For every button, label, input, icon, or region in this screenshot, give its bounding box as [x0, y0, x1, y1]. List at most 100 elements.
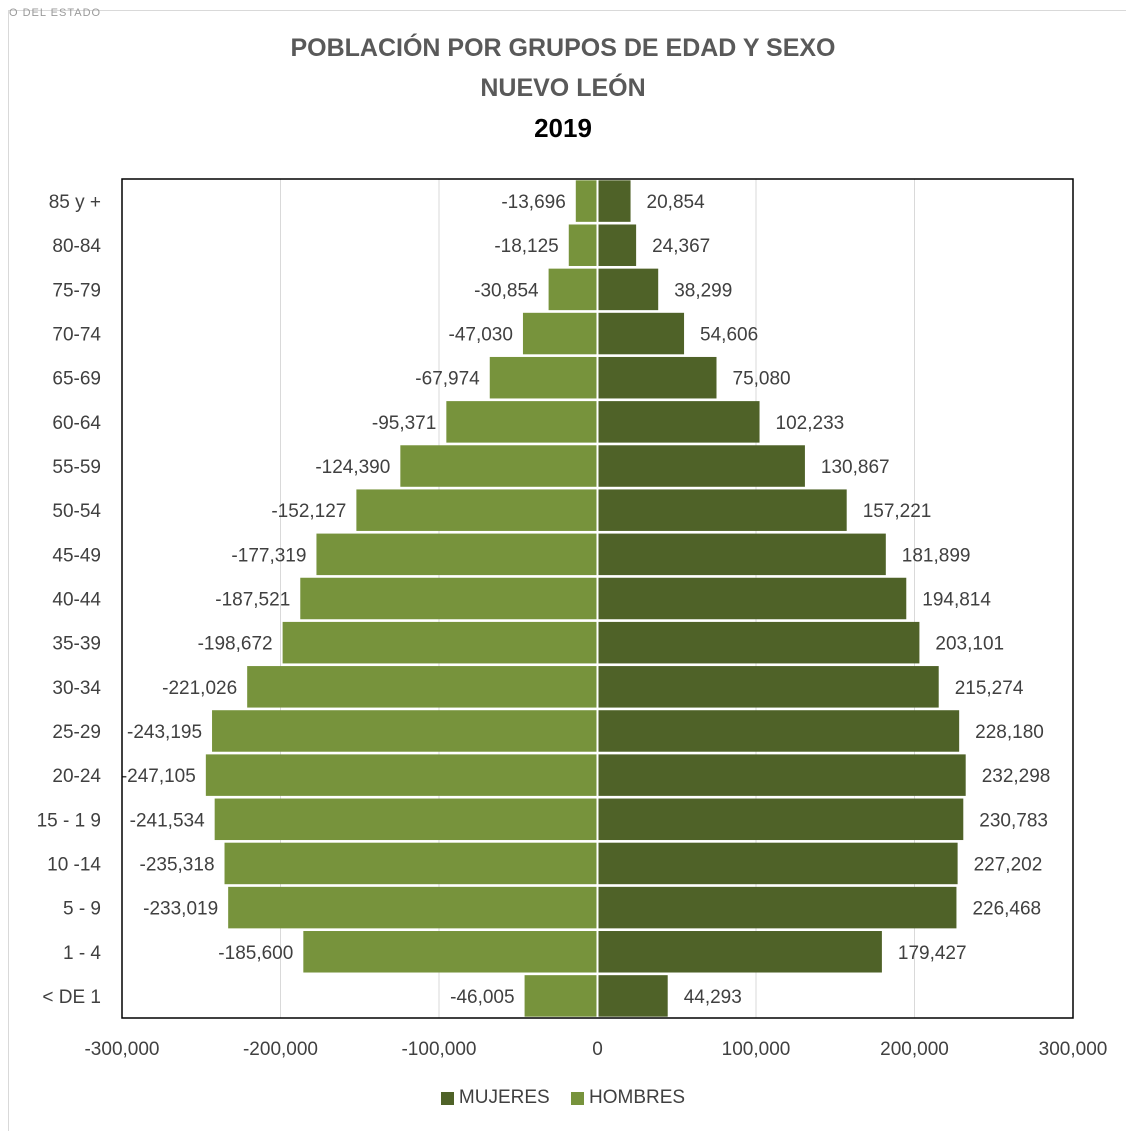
bar-hombres-11 — [247, 666, 598, 708]
category-label-18: < DE 1 — [42, 987, 101, 1008]
bar-mujeres-0 — [597, 180, 631, 222]
bar-mujeres-5 — [597, 401, 760, 443]
bar-mujeres-16 — [597, 886, 957, 929]
bar-hombres-8 — [316, 533, 598, 576]
bar-hombres-3 — [522, 312, 598, 355]
legend-item-mujeres: MUJERES — [440, 1087, 550, 1109]
x-tick-label-5: 200,000 — [880, 1039, 949, 1060]
bar-mujeres-15 — [597, 842, 958, 885]
label-mujeres-11: 215,274 — [955, 678, 1024, 699]
bar-mujeres-4 — [597, 356, 717, 399]
label-hombres-14: -241,534 — [130, 810, 205, 831]
label-hombres-9: -187,521 — [215, 590, 290, 611]
bar-hombres-18 — [524, 975, 598, 1017]
category-label-14: 15 - 1 9 — [37, 810, 101, 831]
label-hombres-4: -67,974 — [415, 369, 480, 390]
legend-swatch-hombres — [571, 1091, 584, 1105]
category-label-9: 40-44 — [52, 590, 101, 611]
bar-hombres-13 — [205, 754, 598, 796]
category-label-17: 1 - 4 — [63, 943, 101, 964]
label-hombres-18: -46,005 — [450, 987, 514, 1008]
label-mujeres-16: 226,468 — [972, 899, 1041, 920]
bar-mujeres-3 — [597, 312, 685, 355]
plot-border — [121, 178, 1074, 1019]
bar-mujeres-11 — [597, 666, 939, 708]
bar-hombres-4 — [489, 356, 598, 399]
label-hombres-5: -95,371 — [372, 413, 436, 434]
chart-year: 2019 — [534, 113, 592, 143]
legend: MUJERES HOMBRES — [0, 1087, 1126, 1111]
chart-frame: O DEL ESTADO — [8, 7, 1126, 1131]
label-mujeres-7: 157,221 — [863, 501, 932, 522]
label-hombres-6: -124,390 — [315, 457, 390, 478]
label-hombres-12: -243,195 — [127, 722, 202, 743]
bar-hombres-15 — [224, 842, 598, 885]
category-label-13: 20-24 — [52, 766, 101, 787]
bar-hombres-14 — [214, 798, 598, 841]
label-mujeres-4: 75,080 — [733, 369, 791, 390]
bar-hombres-17 — [303, 931, 598, 973]
bar-hombres-0 — [575, 180, 598, 222]
bar-hombres-6 — [400, 445, 598, 487]
legend-swatch-mujeres — [440, 1091, 454, 1105]
category-label-6: 55-59 — [52, 457, 101, 478]
label-mujeres-17: 179,427 — [898, 943, 967, 964]
bar-mujeres-7 — [597, 489, 847, 531]
x-tick-label-1: -200,000 — [243, 1039, 318, 1060]
label-hombres-10: -198,672 — [198, 634, 273, 655]
category-label-16: 5 - 9 — [63, 899, 101, 920]
label-mujeres-18: 44,293 — [684, 987, 742, 1008]
label-hombres-2: -30,854 — [474, 280, 539, 301]
label-mujeres-15: 227,202 — [974, 854, 1043, 875]
header-fragment: O DEL ESTADO — [9, 7, 102, 19]
label-hombres-0: -13,696 — [501, 192, 565, 213]
category-label-11: 30-34 — [52, 678, 101, 699]
label-hombres-16: -233,019 — [143, 899, 218, 920]
category-label-8: 45-49 — [52, 545, 101, 566]
bar-mujeres-14 — [597, 798, 964, 841]
label-hombres-1: -18,125 — [494, 236, 558, 257]
bar-mujeres-1 — [597, 224, 637, 266]
x-tick-label-6: 300,000 — [1039, 1039, 1108, 1060]
category-label-15: 10 -14 — [47, 854, 101, 875]
label-hombres-8: -177,319 — [231, 545, 306, 566]
label-mujeres-8: 181,899 — [902, 545, 971, 566]
label-hombres-15: -235,318 — [140, 854, 215, 875]
bar-hombres-16 — [228, 886, 598, 929]
bar-mujeres-12 — [597, 710, 960, 752]
label-hombres-11: -221,026 — [162, 678, 237, 699]
label-mujeres-10: 203,101 — [935, 634, 1004, 655]
label-mujeres-0: 20,854 — [647, 192, 706, 213]
x-tick-label-0: -300,000 — [84, 1039, 159, 1060]
label-mujeres-14: 230,783 — [979, 810, 1048, 831]
label-mujeres-2: 38,299 — [674, 280, 732, 301]
bar-mujeres-17 — [597, 931, 882, 973]
label-mujeres-12: 228,180 — [975, 722, 1044, 743]
bar-hombres-1 — [568, 224, 598, 266]
bar-mujeres-18 — [597, 975, 668, 1017]
legend-item-hombres: HOMBRES — [571, 1087, 685, 1109]
category-label-5: 60-64 — [52, 413, 101, 434]
category-label-0: 85 y + — [49, 192, 101, 213]
bar-mujeres-10 — [597, 621, 920, 664]
label-hombres-7: -152,127 — [271, 501, 346, 522]
bar-mujeres-6 — [597, 445, 805, 487]
bar-hombres-2 — [548, 268, 598, 311]
bar-hombres-5 — [446, 401, 598, 443]
label-mujeres-9: 194,814 — [922, 590, 991, 611]
bar-hombres-7 — [356, 489, 598, 531]
label-mujeres-5: 102,233 — [776, 413, 845, 434]
category-label-10: 35-39 — [52, 634, 101, 655]
bar-hombres-10 — [282, 621, 598, 664]
label-hombres-3: -47,030 — [449, 325, 513, 346]
category-label-4: 65-69 — [52, 369, 101, 390]
label-mujeres-1: 24,367 — [652, 236, 710, 257]
label-hombres-13: -247,105 — [121, 766, 196, 787]
bar-mujeres-13 — [597, 754, 966, 796]
category-label-12: 25-29 — [52, 722, 101, 743]
bar-mujeres-9 — [597, 577, 907, 620]
bar-mujeres-2 — [597, 268, 659, 311]
label-hombres-17: -185,600 — [218, 943, 293, 964]
